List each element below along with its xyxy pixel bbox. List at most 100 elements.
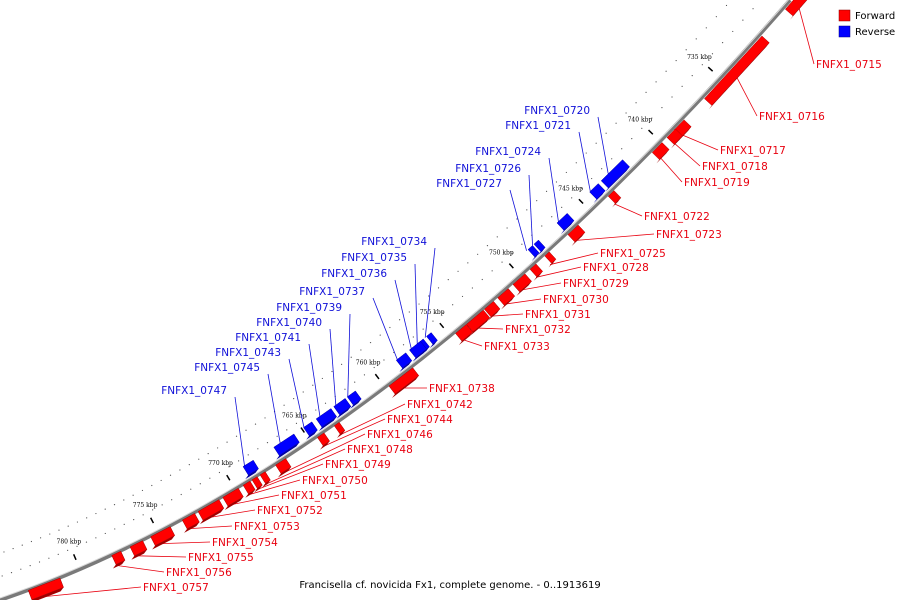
tick-label: 770 kbp [208,460,233,467]
gene-label-forward: FNFX1_0756 [166,567,232,579]
gene-label-forward: FNFX1_0749 [325,459,391,471]
gene-label-forward: FNFX1_0744 [387,414,453,426]
tick-mark [439,322,445,329]
gene-label-forward: FNFX1_0757 [143,582,209,594]
gene-label-forward: FNFX1_0715 [816,59,882,71]
gene-forward[interactable] [484,301,501,321]
gene-reverse[interactable] [395,352,413,373]
genome-backbone [0,0,792,600]
gene-reverse[interactable] [333,398,352,419]
gene-forward[interactable] [497,288,516,310]
gene-forward[interactable] [333,421,346,438]
gene-forward[interactable] [651,142,670,164]
gene-label-forward: FNFX1_0738 [429,383,495,395]
gene-label-reverse: FNFX1_0724 [475,146,541,158]
gene-forward[interactable] [251,476,263,493]
tick-mark [374,373,380,380]
gene-label-forward: FNFX1_0723 [656,229,722,241]
gene-forward[interactable] [129,540,148,560]
gene-label-reverse: FNFX1_0747 [161,385,227,397]
tick-mark [648,129,654,135]
gene-label-reverse: FNFX1_0745 [194,362,260,374]
gene-reverse[interactable] [533,239,546,256]
gene-forward[interactable] [785,0,812,20]
gene-label-forward: FNFX1_0730 [543,294,609,306]
gene-label-forward: FNFX1_0717 [720,145,786,157]
gene-label-forward: FNFX1_0718 [702,161,768,173]
tick-mark [72,554,77,561]
gene-forward[interactable] [181,513,200,533]
gene-label-forward: FNFX1_0752 [257,505,323,517]
gene-forward[interactable] [242,480,256,498]
gene-reverse[interactable] [527,245,540,261]
tick-mark [226,474,231,481]
gene-label-reverse: FNFX1_0735 [341,252,407,264]
tick-label: 750 kbp [489,250,514,257]
gene-forward[interactable] [544,251,557,268]
legend-forward-label: Forward [855,11,895,22]
gene-label-reverse: FNFX1_0734 [361,236,427,248]
legend: Forward Reverse [838,9,895,38]
gene-label-reverse: FNFX1_0736 [321,268,387,280]
gene-reverse[interactable] [409,340,427,362]
legend-forward-swatch [838,9,851,22]
legend-reverse-swatch [838,25,851,38]
gene-label-forward: FNFX1_0725 [600,248,666,260]
gene-reverse[interactable] [315,408,338,432]
gene-forward[interactable] [529,263,544,281]
gene-label-reverse: FNFX1_0743 [215,347,281,359]
gene-forward[interactable] [466,309,491,336]
gene-reverse[interactable] [346,390,362,409]
gene-label-reverse: FNFX1_0721 [505,120,571,132]
gene-forward[interactable] [275,458,292,478]
gene-label-forward: FNFX1_0746 [367,429,433,441]
gene-label-reverse: FNFX1_0741 [235,332,301,344]
gene-forward[interactable] [111,550,126,569]
gene-forward[interactable] [150,526,176,550]
gene-forward[interactable] [704,35,770,110]
gene-label-reverse: FNFX1_0739 [276,302,342,314]
tick-label: 755 kbp [420,309,445,316]
gene-forward[interactable] [666,128,683,149]
gene-forward[interactable] [27,577,64,600]
tick-label: 775 kbp [133,502,158,509]
gene-label-reverse: FNFX1_0737 [299,286,365,298]
gene-label-reverse: FNFX1_0740 [256,317,322,329]
legend-reverse-label: Reverse [855,27,895,38]
gene-reverse[interactable] [556,213,575,235]
gene-forward[interactable] [317,432,331,450]
gene-label-forward: FNFX1_0722 [644,211,710,223]
gene-forward[interactable] [567,224,586,246]
gene-label-forward: FNFX1_0731 [525,309,591,321]
tick-layer: 735 kbp 740 kbp 745 kbp 750 kbp 755 kbp 760 k… [57,54,714,561]
gene-label-forward: FNFX1_0754 [212,537,278,549]
gene-reverse[interactable] [242,459,259,480]
gene-features [27,0,812,600]
gene-label-reverse: FNFX1_0727 [436,178,502,190]
gene-label-reverse: FNFX1_0726 [455,163,521,175]
gene-label-forward: FNFX1_0753 [234,521,300,533]
tick-mark [300,427,305,433]
tick-label: 765 kbp [282,413,307,420]
gene-forward[interactable] [607,190,622,208]
gene-forward[interactable] [388,367,420,398]
backbone-dots [1,4,754,577]
gene-reverse[interactable] [589,183,606,204]
gene-reverse[interactable] [600,159,630,192]
gene-labels: FNFX1_0715 FNFX1_0716 FNFX1_0717 FNFX1_0718… [143,59,882,594]
gene-reverse[interactable] [303,421,318,440]
gene-label-forward: FNFX1_0719 [684,177,750,189]
gene-forward[interactable] [197,499,225,525]
map-caption: Francisella cf. novicida Fx1, complete g… [299,580,600,591]
tick-mark [508,263,514,269]
gene-reverse[interactable] [273,433,300,460]
gene-forward[interactable] [512,273,532,296]
gene-forward[interactable] [259,471,271,488]
gene-label-forward: FNFX1_0742 [407,399,473,411]
gene-reverse[interactable] [426,332,438,349]
gene-forward[interactable] [455,324,474,346]
tick-label: 735 kbp [687,54,712,61]
gene-label-forward: FNFX1_0732 [505,324,571,336]
gene-forward[interactable] [222,487,244,510]
